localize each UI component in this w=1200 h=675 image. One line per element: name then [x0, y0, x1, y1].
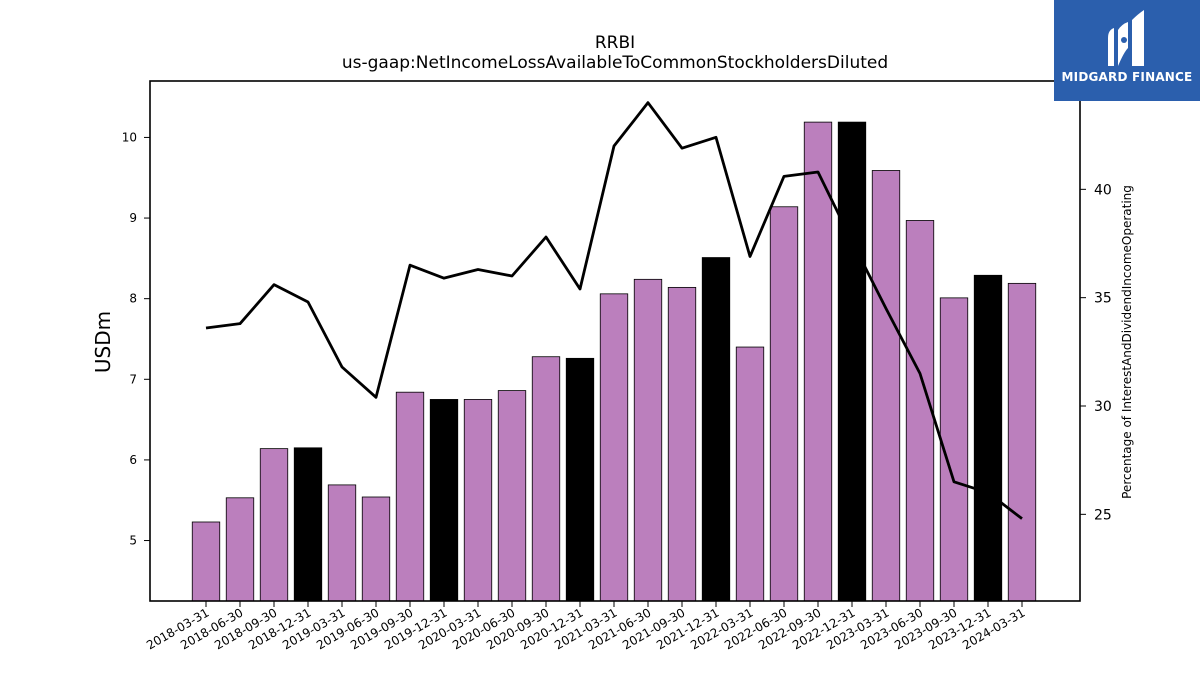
- line-series: [205, 101, 1023, 520]
- y2-tick-label: 40: [1094, 182, 1112, 198]
- bar-group: [191, 121, 1037, 602]
- bar-2023-03-31: [871, 170, 901, 602]
- logo-mark-icon: [1108, 10, 1144, 66]
- bar-2024-03-31: [1007, 282, 1037, 602]
- y-axis-right: 25 30 35 40: [1080, 182, 1112, 523]
- y-tick-label: 7: [129, 372, 137, 386]
- y2-tick-label: 35: [1094, 291, 1112, 307]
- bar-2018-09-30: [259, 448, 289, 602]
- bar-2023-12-31: [973, 274, 1003, 602]
- y-tick-label: 6: [129, 453, 137, 467]
- bar-2022-09-30: [803, 121, 833, 602]
- brand-logo: MIDGARD FINANCE: [1054, 0, 1200, 101]
- bar-2023-06-30: [905, 220, 935, 602]
- bar-2019-09-30: [395, 391, 425, 602]
- bar-2019-12-31: [429, 399, 459, 602]
- bar-2018-06-30: [225, 497, 255, 602]
- y2-tick-label: 25: [1094, 507, 1112, 523]
- brand-name: MIDGARD FINANCE: [1061, 70, 1193, 84]
- chart-title: RRBI: [595, 33, 635, 53]
- bar-2019-03-31: [327, 484, 357, 602]
- bar-2021-03-31: [599, 293, 629, 602]
- bar-2020-03-31: [463, 399, 493, 602]
- y-tick-label: 8: [129, 292, 137, 306]
- plot-frame: [149, 80, 1081, 602]
- bar-2021-06-30: [633, 278, 663, 602]
- y2-axis-label: Percentage of InterestAndDividendIncomeO…: [1120, 185, 1134, 499]
- bar-2020-06-30: [497, 390, 527, 602]
- bar-2022-03-31: [735, 346, 765, 602]
- bar-2020-12-31: [565, 357, 595, 602]
- bar-2020-09-30: [531, 356, 561, 602]
- y-tick-label: 9: [129, 211, 137, 225]
- line-group: [205, 101, 1023, 520]
- bar-2021-12-31: [701, 257, 731, 602]
- x-axis: 2018-03-312018-06-302018-09-302018-12-31…: [144, 601, 1028, 652]
- bar-2018-03-31: [191, 521, 221, 602]
- bar-2019-06-30: [361, 496, 391, 602]
- y-tick-label: 10: [122, 130, 137, 144]
- y-axis-left: 5 6 7 8 9 10: [122, 130, 150, 548]
- bar-2018-12-31: [293, 447, 323, 602]
- y-tick-label: 5: [129, 534, 137, 548]
- chart-subtitle: us-gaap:NetIncomeLossAvailableToCommonSt…: [342, 53, 888, 73]
- bar-2021-09-30: [667, 286, 697, 602]
- bar-2022-06-30: [769, 206, 799, 602]
- y-axis-label: USDm: [91, 311, 115, 373]
- y2-tick-label: 30: [1094, 399, 1112, 415]
- bar-2022-12-31: [837, 121, 867, 602]
